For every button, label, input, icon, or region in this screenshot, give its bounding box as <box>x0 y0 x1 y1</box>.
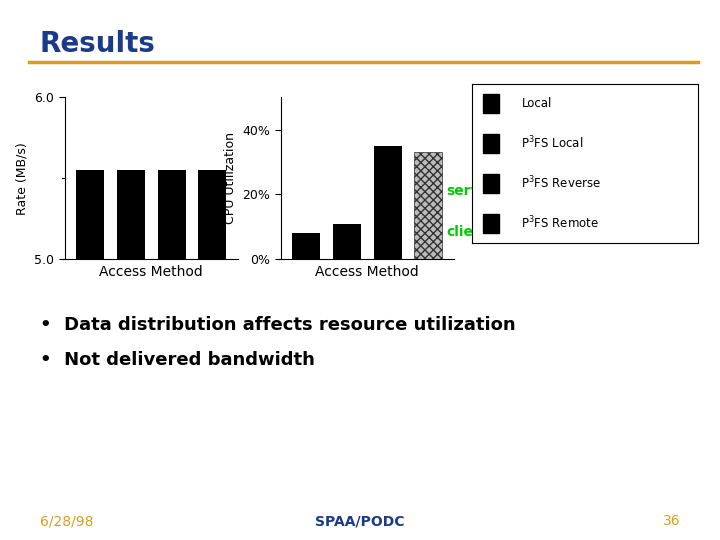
Bar <box>158 170 186 259</box>
Bar <box>414 152 442 259</box>
Text: 36: 36 <box>663 514 680 528</box>
Text: 6/28/98: 6/28/98 <box>40 514 93 528</box>
Bar <box>483 134 499 153</box>
Text: P$^3$FS Local: P$^3$FS Local <box>521 135 584 152</box>
Text: P$^3$FS Reverse: P$^3$FS Reverse <box>521 175 601 192</box>
Bar <box>483 94 499 113</box>
Text: Local: Local <box>521 97 552 110</box>
Text: •  Data distribution affects resource utilization: • Data distribution affects resource uti… <box>40 316 516 334</box>
X-axis label: Access Method: Access Method <box>315 265 419 279</box>
Bar <box>483 213 499 233</box>
Bar <box>374 146 402 259</box>
Bar <box>117 170 145 259</box>
X-axis label: Access Method: Access Method <box>99 265 203 279</box>
Text: •  Not delivered bandwidth: • Not delivered bandwidth <box>40 351 315 369</box>
Bar <box>198 170 226 259</box>
Bar <box>292 233 320 259</box>
Text: server: server <box>446 184 496 198</box>
Bar <box>483 174 499 193</box>
Bar <box>76 170 104 259</box>
Bar <box>333 224 361 259</box>
Y-axis label: Rate (MB/s): Rate (MB/s) <box>16 142 29 214</box>
Text: P$^3$FS Remote: P$^3$FS Remote <box>521 215 600 231</box>
Text: SPAA/PODC: SPAA/PODC <box>315 514 405 528</box>
Text: client: client <box>446 225 490 239</box>
Y-axis label: CPU Utilization: CPU Utilization <box>224 132 237 224</box>
Text: Results: Results <box>40 30 156 58</box>
